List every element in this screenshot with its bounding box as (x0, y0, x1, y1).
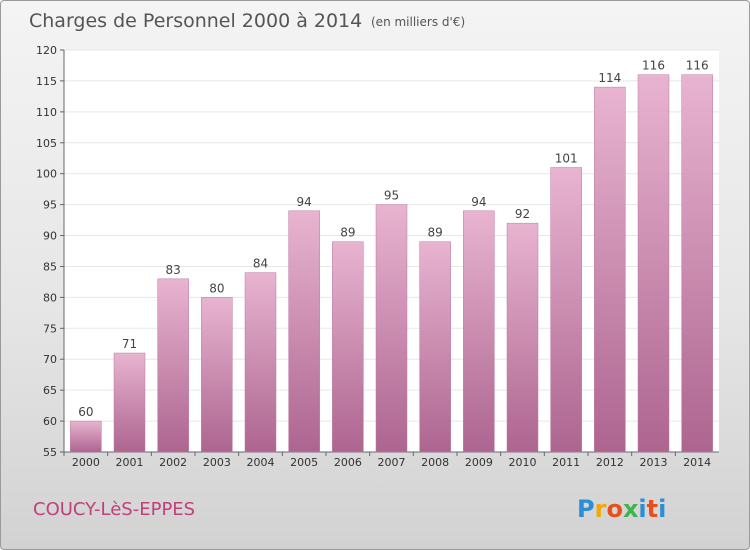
y-tick-label: 70 (43, 353, 57, 366)
bar-2010 (506, 222, 539, 453)
data-label-2014: 116 (686, 59, 709, 73)
logo-letter: x (623, 495, 639, 523)
x-tick-label-2002: 2002 (159, 456, 187, 469)
y-tick-label: 110 (36, 106, 57, 119)
x-tick-label-2000: 2000 (72, 456, 100, 469)
y-tick-label: 105 (36, 137, 57, 150)
y-tick-label: 100 (36, 168, 57, 181)
x-tick-label-2001: 2001 (116, 456, 144, 469)
data-label-2010: 92 (515, 207, 530, 221)
y-tick-label: 80 (43, 291, 57, 304)
x-tick-label-2005: 2005 (290, 456, 318, 469)
y-tick-label: 85 (43, 260, 57, 273)
logo-letter: r (595, 495, 607, 523)
data-label-2013: 116 (642, 59, 665, 73)
x-tick-label-2010: 2010 (509, 456, 537, 469)
logo-letter: i (638, 495, 646, 523)
x-tick-label-2013: 2013 (640, 456, 668, 469)
bar-2009 (463, 210, 495, 453)
y-tick-label: 90 (43, 230, 57, 243)
x-tick-label-2006: 2006 (334, 456, 362, 469)
x-tick-label-2009: 2009 (465, 456, 493, 469)
bar-2012 (594, 86, 626, 453)
data-label-2009: 94 (471, 195, 486, 209)
y-tick-label: 65 (43, 384, 57, 397)
plot-area: 55 60 65 70 75 80 85 90 95 100 105 110 115 120 60 2000 7… (36, 44, 719, 469)
x-tick-label-2014: 2014 (683, 456, 711, 469)
data-label-2011: 101 (555, 152, 578, 166)
bar-2014 (681, 74, 713, 453)
y-tick-label: 115 (36, 75, 57, 88)
bar-2002 (157, 278, 189, 453)
bar-2004 (244, 272, 277, 453)
bar-2007 (375, 204, 408, 453)
x-tick-label-2007: 2007 (378, 456, 406, 469)
bar-2013 (637, 74, 670, 453)
logo-letter: i (658, 495, 666, 523)
data-label-2012: 114 (598, 71, 621, 85)
chart-title: Charges de Personnel 2000 à 2014 (29, 10, 362, 32)
data-label-2001: 71 (122, 337, 137, 351)
y-tick-label: 60 (43, 415, 57, 428)
data-label-2006: 89 (340, 226, 355, 240)
data-label-2000: 60 (78, 405, 93, 419)
x-tick-label-2008: 2008 (421, 456, 449, 469)
x-tick-label-2003: 2003 (203, 456, 231, 469)
bar-2011 (550, 167, 582, 453)
proxiti-logo: Proxiti (577, 495, 666, 523)
data-label-2005: 94 (297, 195, 312, 209)
bar-2001 (113, 352, 146, 453)
x-tick-label-2012: 2012 (596, 456, 624, 469)
data-label-2007: 95 (384, 189, 399, 203)
bar-2000 (70, 420, 102, 453)
y-tick-label: 95 (43, 199, 57, 212)
chart-subtitle: (en milliers d'€) (371, 15, 465, 29)
data-label-2003: 80 (209, 281, 224, 295)
data-label-2004: 84 (253, 257, 268, 271)
data-label-2002: 83 (166, 263, 181, 277)
x-tick-label-2011: 2011 (552, 456, 580, 469)
logo-letter: t (647, 495, 658, 523)
y-tick-label: 55 (43, 446, 57, 459)
logo-letter: o (606, 495, 623, 523)
bar-2006 (332, 241, 364, 453)
y-tick-label: 120 (36, 44, 57, 57)
x-tick-label-2004: 2004 (247, 456, 275, 469)
logo-letter: P (577, 495, 595, 523)
place-name: COUCY-LèS-EPPES (33, 499, 195, 520)
y-tick-label: 75 (43, 322, 57, 335)
bar-2008 (419, 241, 451, 453)
bar-2003 (201, 297, 233, 453)
data-label-2008: 89 (428, 226, 443, 240)
bar-2005 (288, 210, 320, 453)
